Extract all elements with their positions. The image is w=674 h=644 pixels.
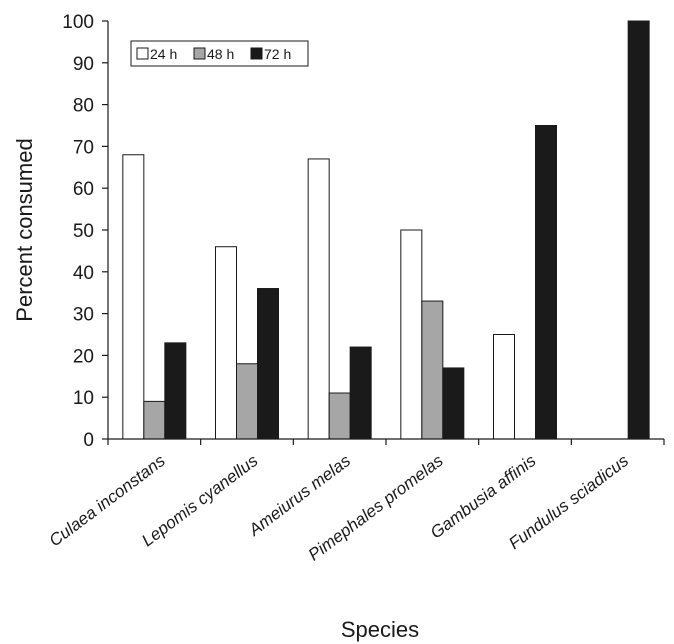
y-tick-label: 20	[73, 346, 94, 367]
legend-label-24-h: 24 h	[150, 46, 177, 62]
bars-group	[122, 20, 650, 440]
x-axis-title: Species	[341, 617, 419, 642]
bar-48-h-pimephales-promelas	[421, 300, 444, 440]
y-tick-label: 10	[73, 388, 94, 409]
bar-72-h-culaea-inconstans	[164, 342, 187, 440]
y-tick-label: 100	[62, 12, 94, 33]
y-tick-label: 90	[73, 54, 94, 75]
legend-label-72-h: 72 h	[264, 46, 291, 62]
y-tick-label: 0	[83, 430, 94, 451]
legend: 24 h 48 h 72 h	[130, 40, 309, 67]
y-tick-label: 60	[73, 179, 94, 200]
y-ticks-group: 0 10 20 30 40 50 60 70 80 90 100	[62, 12, 108, 451]
y-axis-title: Percent consumed	[12, 138, 37, 321]
y-tick-label: 50	[73, 221, 94, 242]
y-tick-label: 40	[73, 263, 94, 284]
bar-24-h-lepomis-cyanellus	[215, 246, 237, 440]
bar-24-h-pimephales-promelas	[400, 229, 423, 440]
y-tick-label: 80	[73, 96, 94, 117]
axes-group	[107, 21, 664, 440]
bar-48-h-culaea-inconstans	[143, 400, 166, 440]
bar-72-h-fundulus-sciadicus	[627, 20, 650, 440]
bar-72-h-lepomis-cyanellus	[257, 288, 279, 440]
bar-72-h-ameiurus-melas	[349, 346, 372, 440]
legend-swatch-24-h	[136, 47, 149, 60]
bar-24-h-culaea-inconstans	[122, 154, 145, 440]
legend-swatch-48-h	[193, 47, 206, 60]
legend-swatch-72-h	[250, 47, 263, 60]
x-ticks-group	[107, 439, 665, 445]
legend-label-48-h: 48 h	[207, 46, 234, 62]
bar-48-h-lepomis-cyanellus	[236, 363, 258, 440]
bar-48-h-ameiurus-melas	[328, 392, 351, 440]
bar-72-h-pimephales-promelas	[442, 367, 465, 440]
bar-24-h-gambusia-affinis	[493, 334, 515, 440]
legend-box	[130, 40, 309, 67]
bar-72-h-gambusia-affinis	[535, 125, 557, 440]
bar-24-h-ameiurus-melas	[307, 158, 330, 440]
y-tick-label: 70	[73, 137, 94, 158]
y-tick-label: 30	[73, 305, 94, 326]
